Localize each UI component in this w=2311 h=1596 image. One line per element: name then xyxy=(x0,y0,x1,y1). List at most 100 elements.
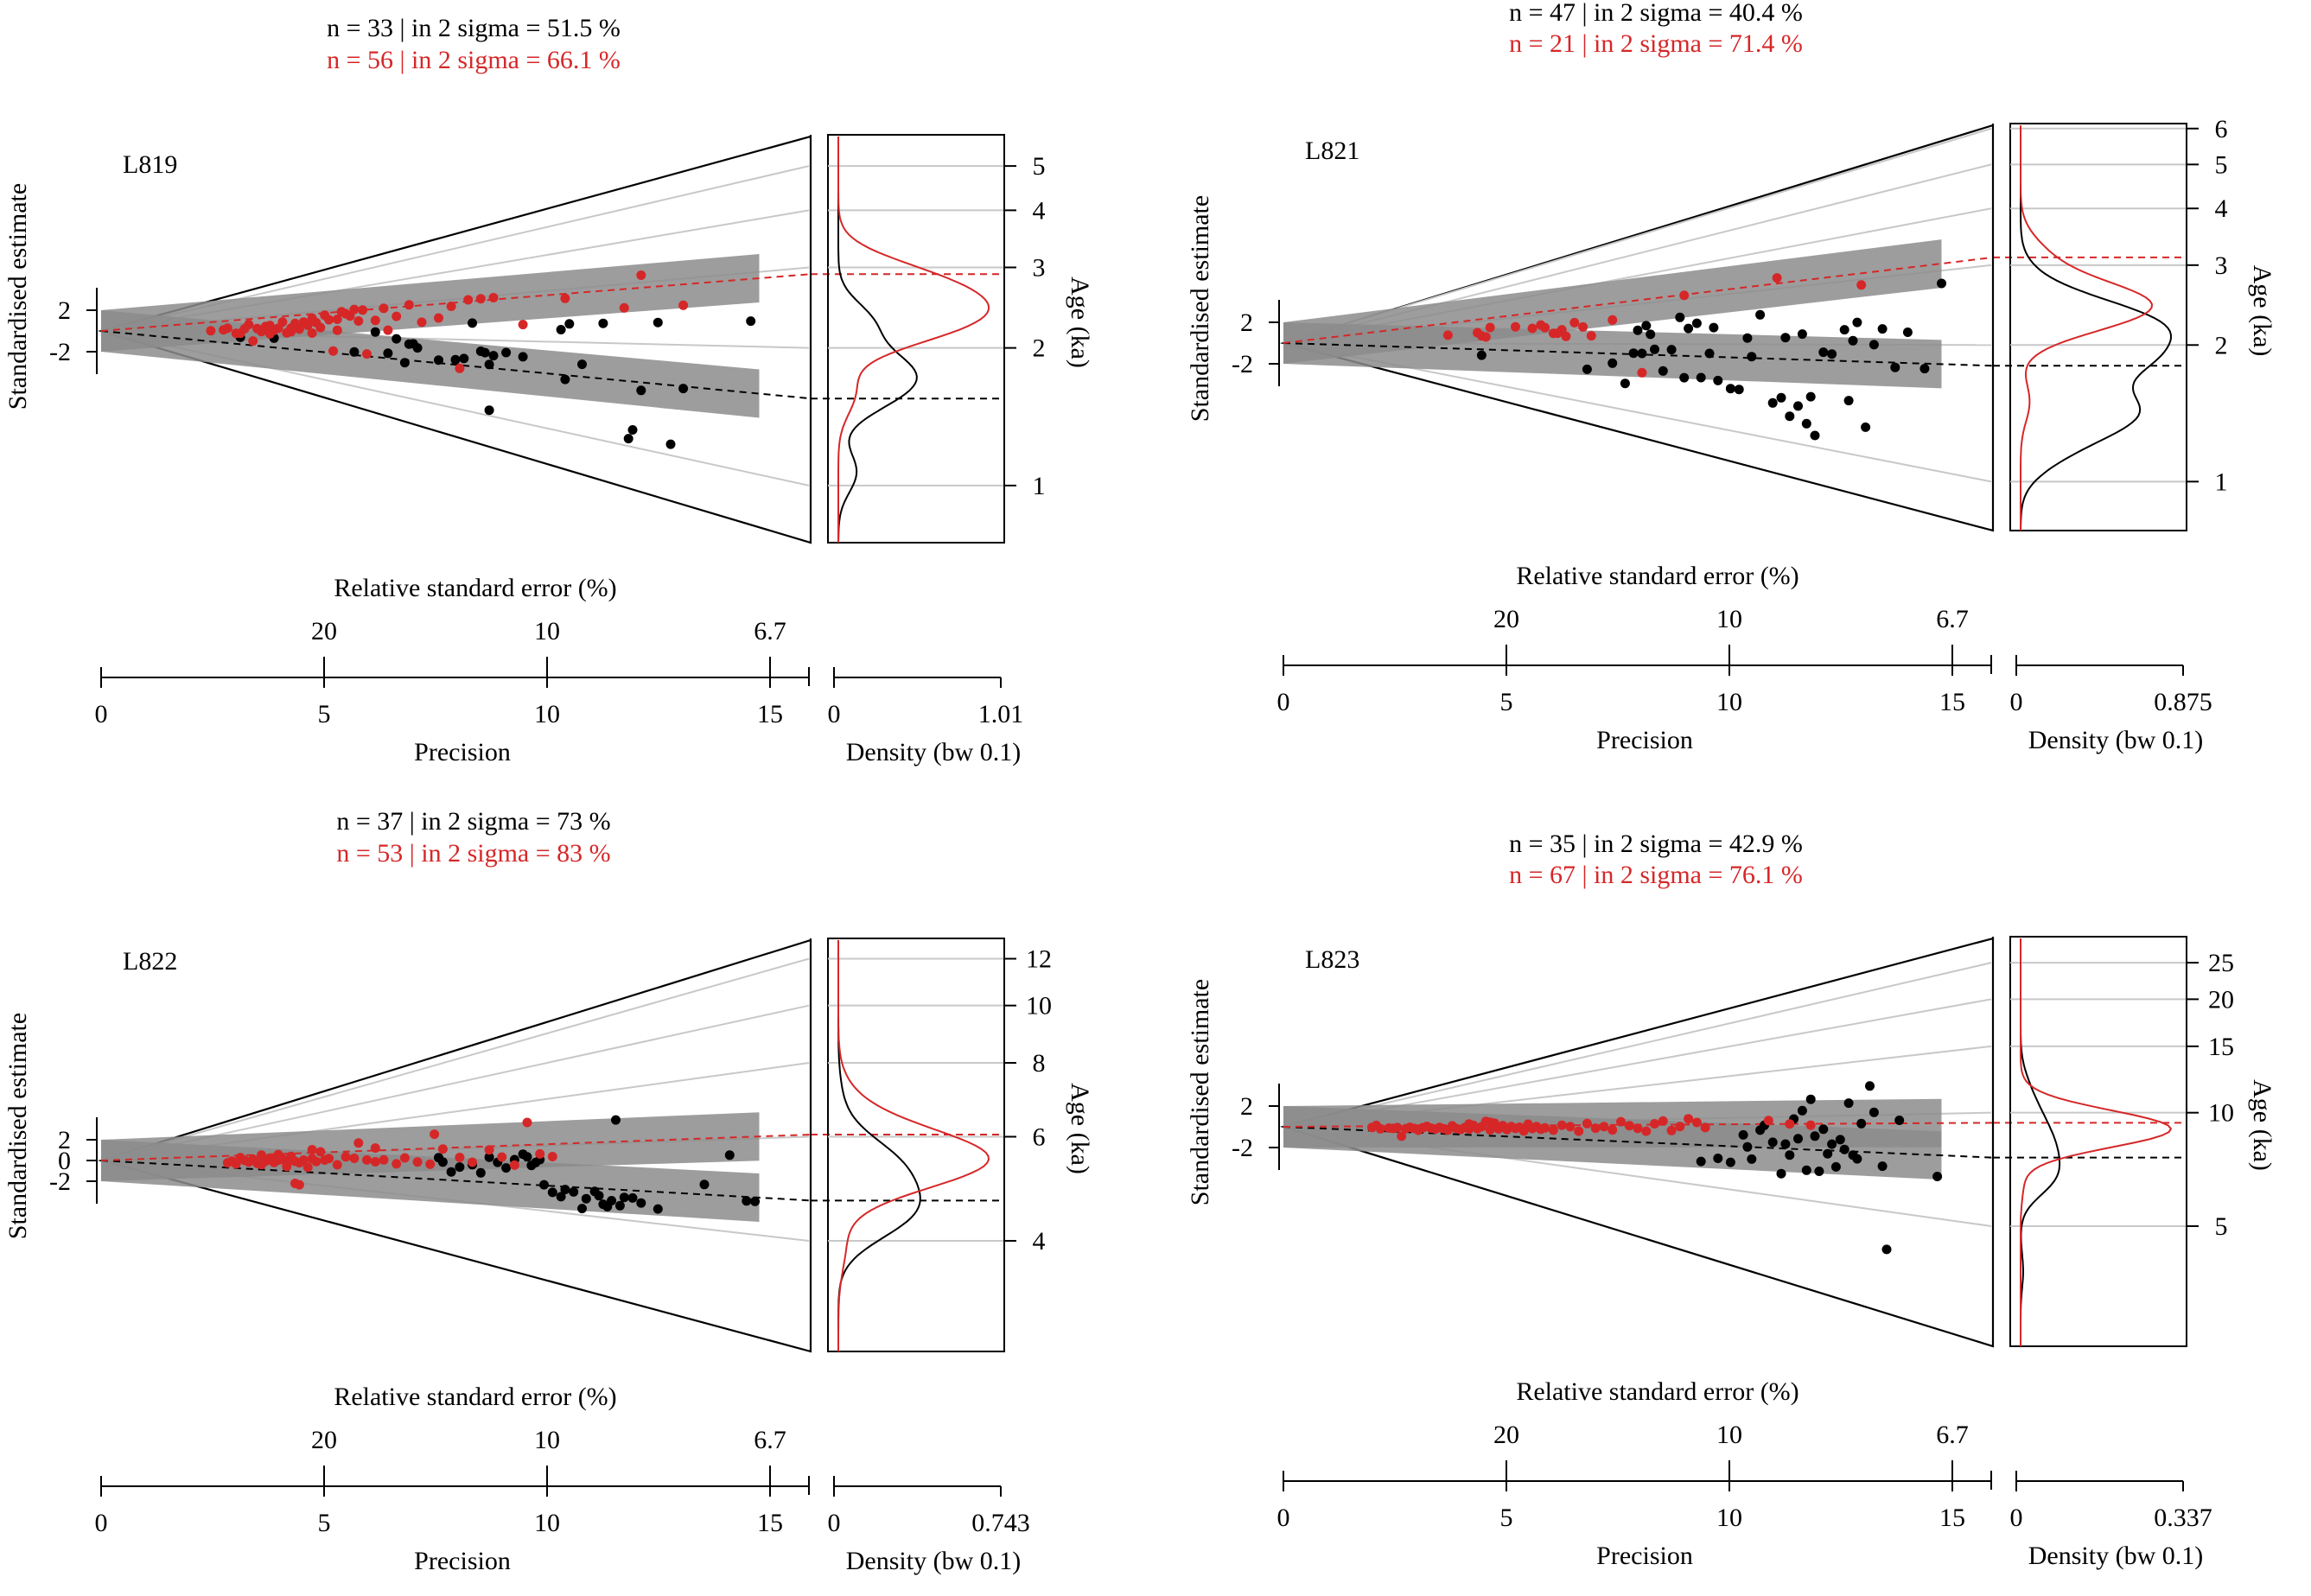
data-point-red xyxy=(379,303,389,314)
density-tick-label: 0.875 xyxy=(2154,688,2212,716)
data-point-red xyxy=(1485,1125,1495,1135)
panel-l819: n = 33 | in 2 sigma = 51.5 % n = 56 | in … xyxy=(3,14,1094,766)
data-point-black xyxy=(488,351,499,361)
data-point-red xyxy=(1785,1119,1795,1129)
data-point-red xyxy=(324,1154,334,1164)
data-point-black xyxy=(1704,348,1715,359)
data-point-black xyxy=(1797,329,1807,340)
data-point-black xyxy=(607,1196,617,1205)
data-point-black xyxy=(1843,1098,1854,1109)
precision-tick-label: 10 xyxy=(1716,688,1742,716)
data-point-red xyxy=(302,1162,313,1173)
data-point-red xyxy=(619,302,629,313)
data-point-red xyxy=(636,270,646,280)
data-point-red xyxy=(475,294,486,304)
data-point-black xyxy=(699,1180,710,1190)
data-point-red xyxy=(353,316,364,326)
data-point-red xyxy=(358,305,368,315)
data-point-black xyxy=(1919,364,1930,374)
data-point-red xyxy=(1413,1125,1423,1135)
data-point-red xyxy=(286,327,296,337)
data-point-red xyxy=(362,1154,372,1165)
data-point-red xyxy=(1805,1120,1816,1130)
z-grid-line xyxy=(1283,962,1992,1128)
z-tick-label: 5 xyxy=(2215,150,2228,179)
data-point-black xyxy=(1696,372,1706,383)
data-point-black xyxy=(1785,1150,1795,1160)
z-tick-label: 8 xyxy=(1033,1049,1046,1078)
data-point-red xyxy=(332,1160,342,1170)
data-point-red xyxy=(328,346,338,356)
data-point-red xyxy=(294,324,304,334)
z-tick-label: 25 xyxy=(2208,949,2234,977)
z-grid-line xyxy=(100,957,810,1161)
z-grid-line xyxy=(1283,127,1992,344)
data-point-red xyxy=(1641,1126,1652,1136)
data-point-black xyxy=(1747,352,1757,362)
data-point-red xyxy=(370,1157,380,1167)
precision-axis-label: Precision xyxy=(414,738,511,766)
data-point-black xyxy=(1742,333,1753,343)
z-axis-label: Age (ka) xyxy=(2248,1079,2276,1171)
data-point-black xyxy=(1937,278,1946,289)
data-point-black xyxy=(627,425,638,435)
z-tick-label: 1 xyxy=(2215,467,2228,496)
data-point-red xyxy=(1650,1119,1659,1129)
data-point-black xyxy=(1755,309,1766,320)
data-point-black xyxy=(564,319,575,329)
data-point-red xyxy=(1397,1131,1407,1141)
data-point-black xyxy=(619,1192,629,1203)
data-point-black xyxy=(437,1157,448,1167)
data-point-red xyxy=(455,363,465,373)
data-point-black xyxy=(636,385,646,396)
data-point-red xyxy=(1679,290,1690,301)
data-point-black xyxy=(1709,322,1719,333)
data-point-red xyxy=(362,349,372,359)
data-point-black xyxy=(1810,1131,1820,1141)
stats-line: n = 47 | in 2 sigma = 40.4 % xyxy=(1509,0,1803,27)
data-point-black xyxy=(556,1192,566,1202)
z-tick-label: 20 xyxy=(2208,985,2234,1014)
data-point-black xyxy=(1742,1141,1753,1152)
data-point-black xyxy=(560,374,570,385)
data-point-black xyxy=(653,1204,663,1214)
data-point-black xyxy=(750,1196,761,1206)
y-axis-label: Standardised estimate xyxy=(3,183,32,410)
data-point-black xyxy=(623,434,633,444)
data-point-red xyxy=(1375,1123,1385,1134)
data-point-red xyxy=(455,1153,465,1162)
y-axis-label: Standardised estimate xyxy=(1186,195,1214,422)
data-point-black xyxy=(569,1186,579,1197)
data-point-red xyxy=(1565,1122,1576,1132)
data-point-red xyxy=(273,1149,283,1160)
data-point-black xyxy=(614,1200,625,1211)
data-point-black xyxy=(484,1152,494,1162)
data-point-black xyxy=(1797,1105,1807,1116)
data-point-red xyxy=(1540,1122,1550,1133)
density-axis-label: Density (bw 0.1) xyxy=(846,738,1021,766)
data-point-red xyxy=(484,1145,494,1155)
data-point-black xyxy=(1805,1094,1816,1104)
data-point-black xyxy=(1641,321,1652,331)
panel-l821: n = 47 | in 2 sigma = 40.4 %n = 21 | in … xyxy=(1186,0,2276,754)
data-point-black xyxy=(1814,1167,1824,1176)
data-point-red xyxy=(1392,1122,1403,1133)
density-curve-red xyxy=(837,940,990,1351)
data-point-black xyxy=(1713,1154,1723,1163)
rse-tick-label: 6.7 xyxy=(754,1426,786,1454)
data-point-black xyxy=(1785,411,1795,422)
data-point-black xyxy=(1767,1137,1778,1148)
rse-tick-label: 20 xyxy=(1493,605,1519,633)
data-point-red xyxy=(294,1180,304,1190)
data-point-red xyxy=(463,295,474,305)
data-point-black xyxy=(475,1167,486,1178)
density-tick-label: 1.01 xyxy=(978,700,1024,728)
data-point-red xyxy=(1586,331,1596,341)
precision-tick-label: 15 xyxy=(757,700,783,728)
z-tick-label: 10 xyxy=(2208,1099,2234,1128)
stats-line: n = 33 | in 2 sigma = 51.5 % xyxy=(327,14,621,42)
data-point-red xyxy=(244,320,254,329)
data-point-black xyxy=(1684,323,1694,334)
data-point-black xyxy=(1801,418,1811,429)
data-point-black xyxy=(1793,1134,1803,1144)
